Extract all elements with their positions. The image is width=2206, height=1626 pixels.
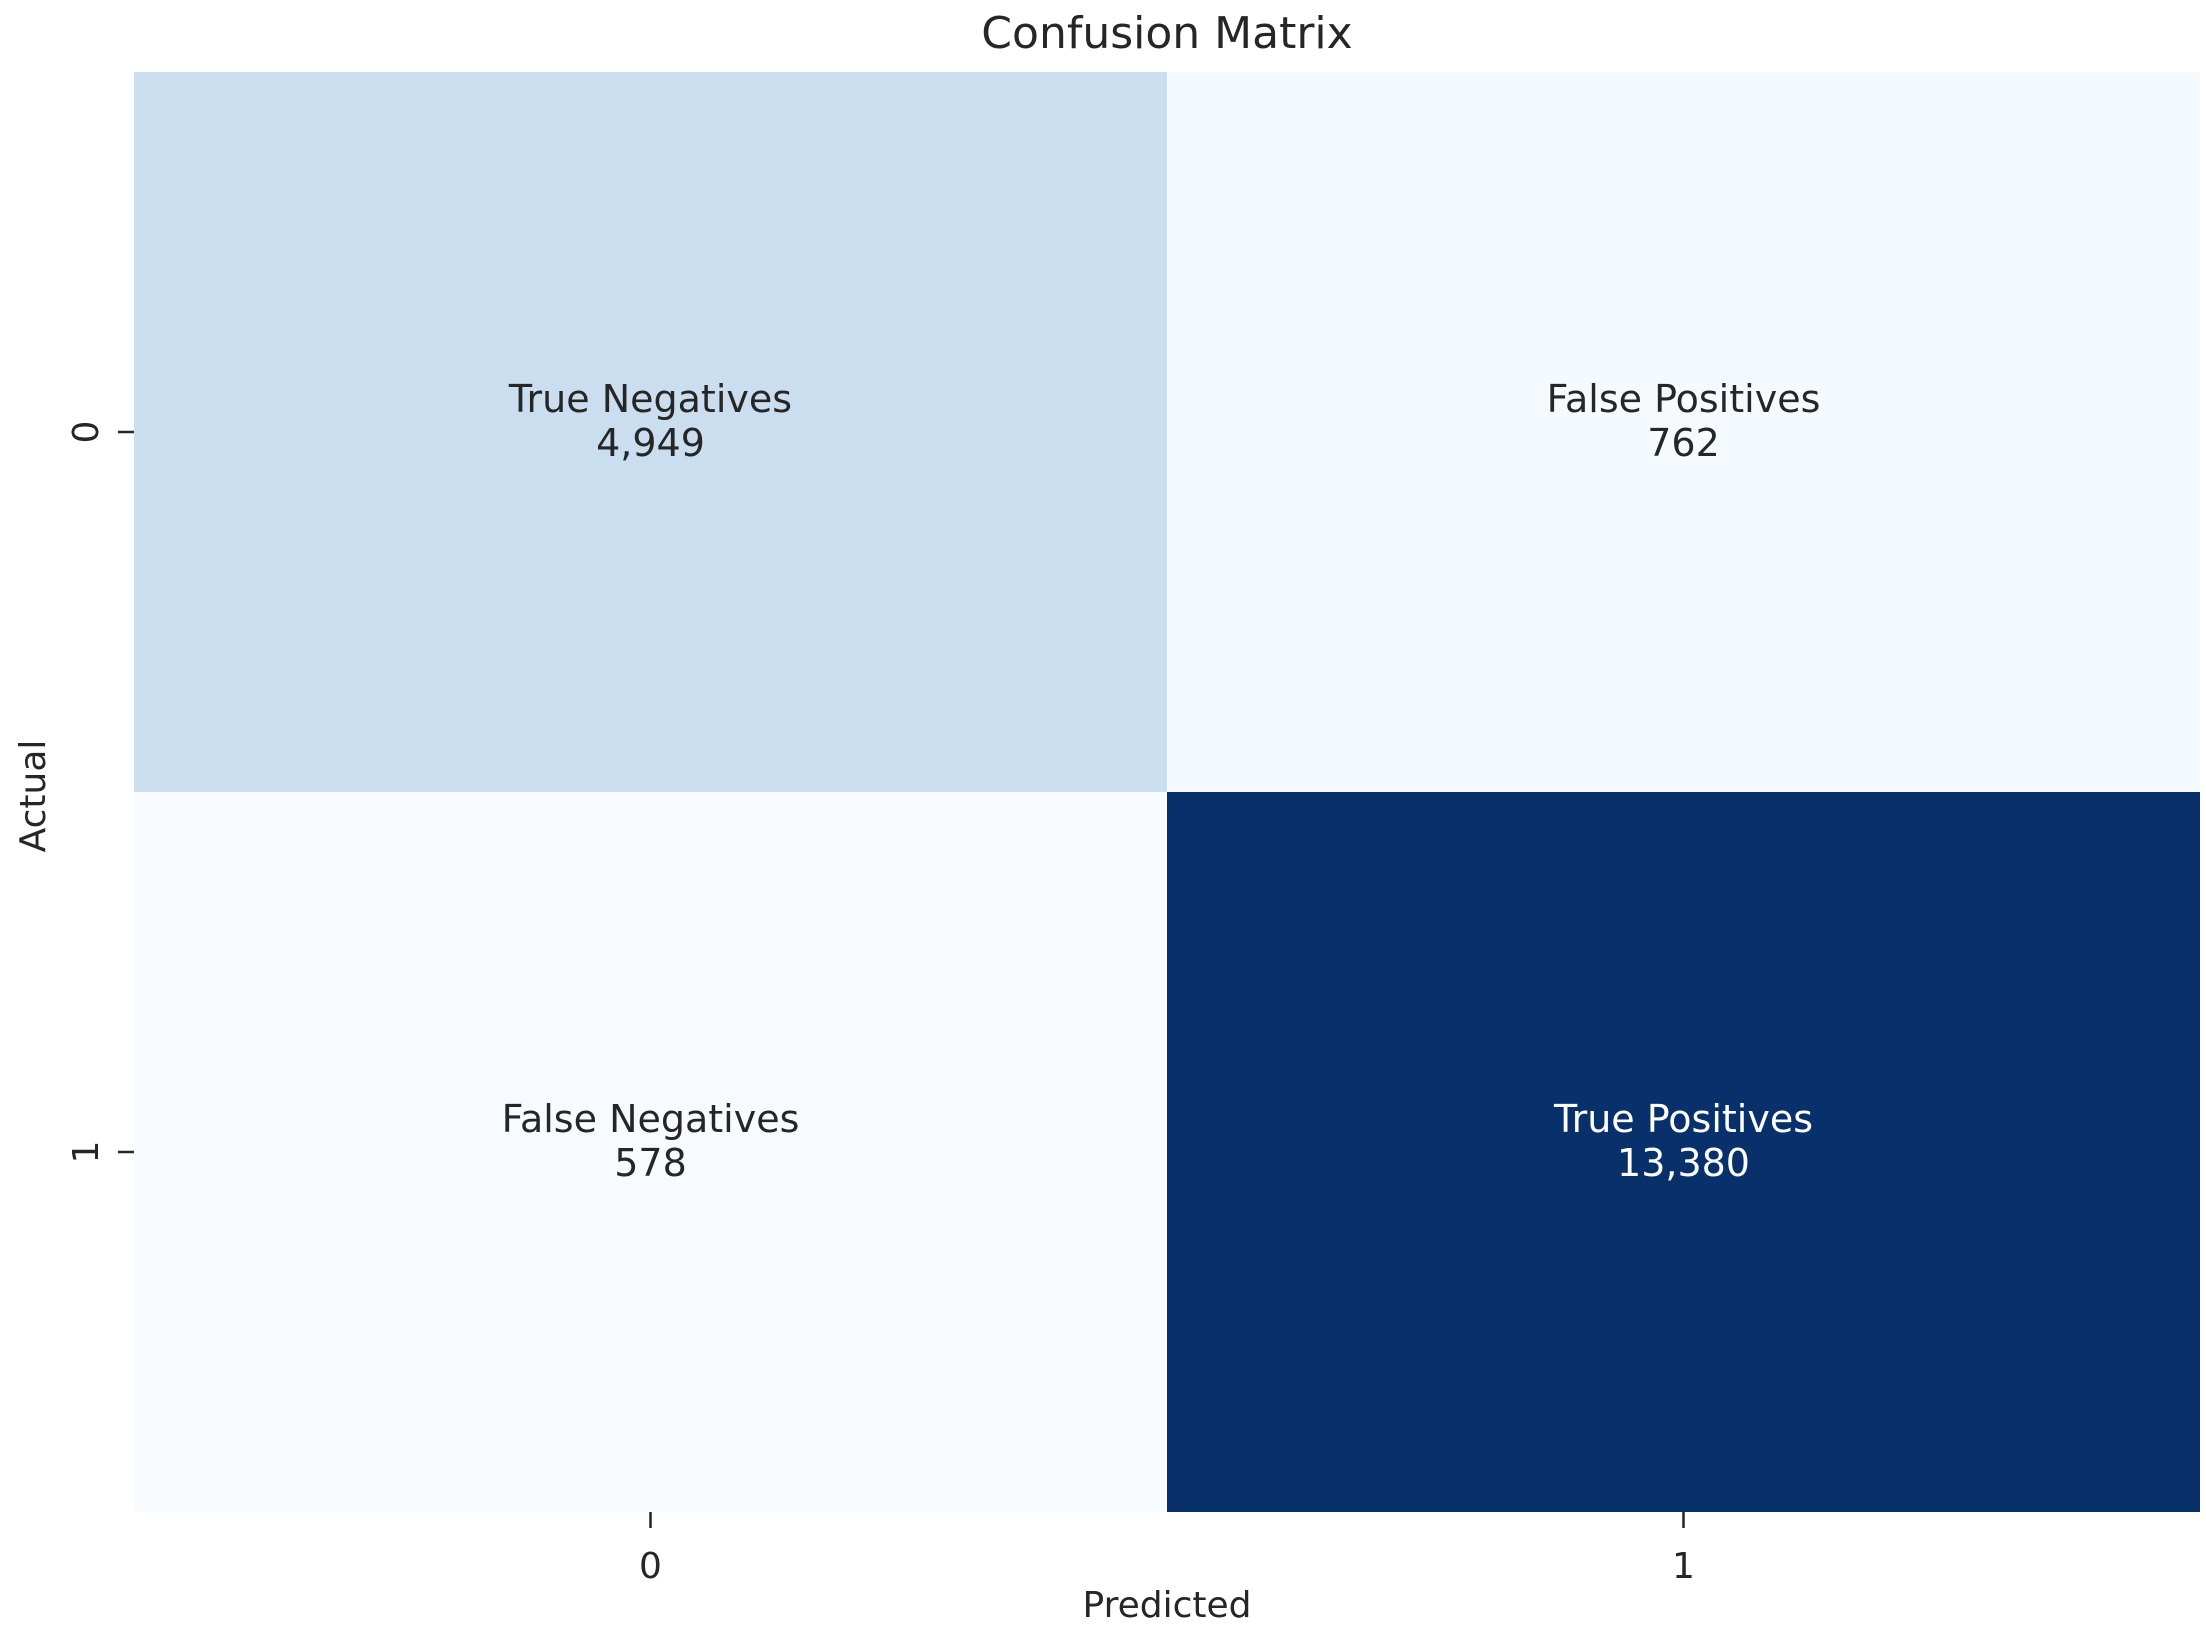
cell-value-r1-c0: 578 <box>614 1141 687 1185</box>
cell-label-r0-c0: True Negatives <box>508 377 792 421</box>
heatmap-cell-r1-c0 <box>134 792 1167 1512</box>
cell-value-r1-c1: 13,380 <box>1617 1141 1750 1185</box>
cell-label-r0-c1: False Positives <box>1547 377 1821 421</box>
x-axis-label: Predicted <box>1083 1585 1252 1626</box>
y-axis-label: Actual <box>13 740 54 853</box>
cell-value-r0-c1: 762 <box>1647 421 1720 465</box>
cell-label-r1-c0: False Negatives <box>502 1097 800 1141</box>
y-tick-label-0: 0 <box>66 421 107 444</box>
heatmap-cell-r0-c0 <box>134 72 1167 792</box>
heatmap-cell-r0-c1 <box>1167 72 2200 792</box>
chart-title: Confusion Matrix <box>981 8 1352 59</box>
heatmap-cell-r1-c1 <box>1167 792 2200 1512</box>
cell-label-r1-c1: True Positives <box>1553 1097 1813 1141</box>
y-axis: 01 <box>66 421 134 1164</box>
heatmap-cells <box>134 72 2200 1512</box>
x-tick-label-0: 0 <box>639 1546 662 1587</box>
y-tick-label-1: 1 <box>66 1141 107 1164</box>
cell-value-r0-c0: 4,949 <box>596 421 705 465</box>
x-tick-label-1: 1 <box>1672 1546 1695 1587</box>
